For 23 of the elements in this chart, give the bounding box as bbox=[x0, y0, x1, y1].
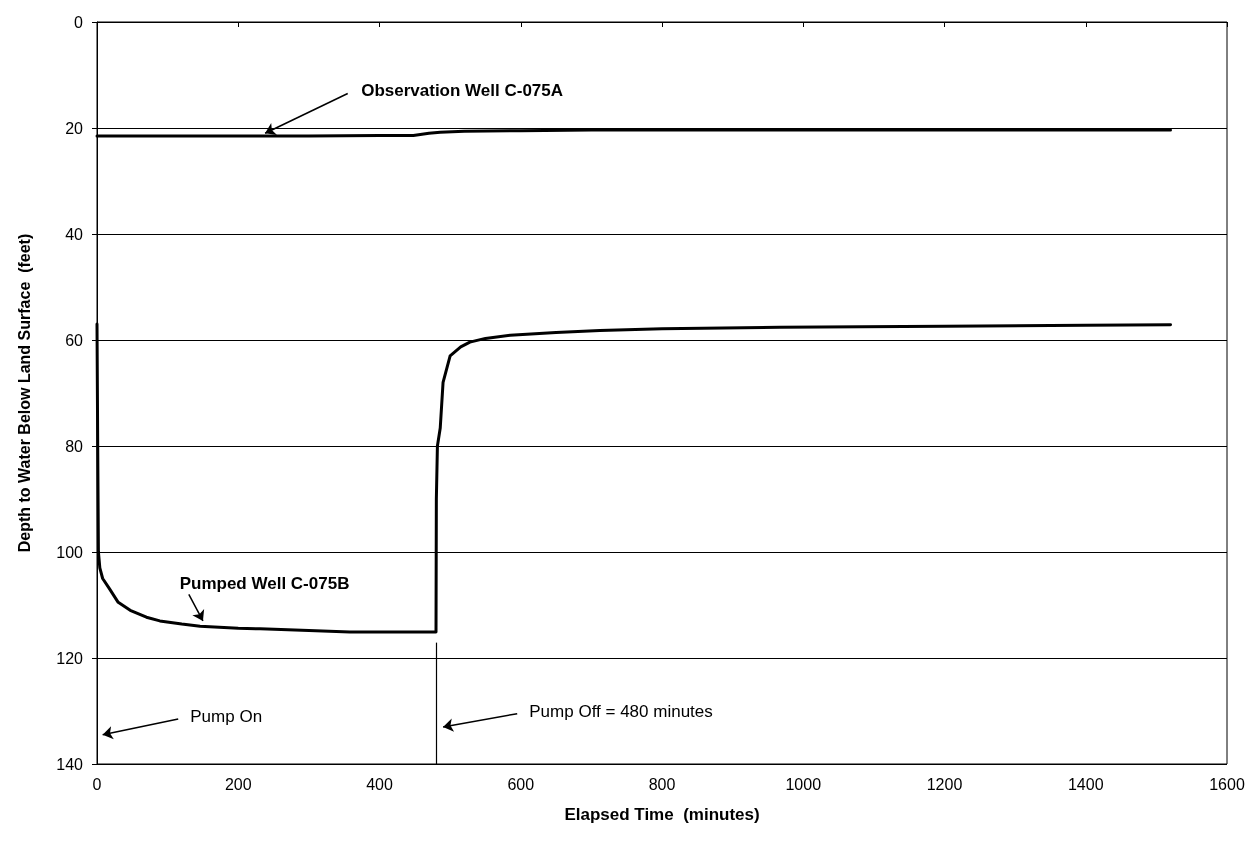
y-tick-label: 0 bbox=[74, 13, 84, 31]
x-tick-label: 0 bbox=[92, 775, 102, 793]
y-tick-label: 20 bbox=[65, 119, 84, 137]
x-tick-label: 1400 bbox=[1067, 775, 1104, 793]
x-axis-title: Elapsed Time (minutes) bbox=[564, 805, 760, 824]
x-tick-label: 1600 bbox=[1209, 775, 1245, 793]
annotation: Pump On bbox=[190, 706, 263, 726]
y-tick-label: 60 bbox=[65, 331, 84, 349]
y-tick-label: 40 bbox=[65, 225, 84, 243]
series-label: Pumped Well C-075B bbox=[179, 574, 350, 594]
x-tick-label: 1000 bbox=[785, 775, 822, 793]
y-tick-label: 120 bbox=[56, 649, 84, 667]
x-tick-label: 400 bbox=[366, 775, 393, 793]
y-axis-title: Depth to Water Below Land Surface (feet) bbox=[15, 233, 33, 553]
annotation: Pump Off = 480 minutes bbox=[529, 701, 713, 721]
y-tick-label: 140 bbox=[56, 755, 84, 773]
y-tick-label: 100 bbox=[56, 543, 84, 561]
x-tick-label: 1200 bbox=[926, 775, 963, 793]
x-tick-label: 800 bbox=[648, 775, 676, 793]
x-tick-label: 600 bbox=[507, 775, 535, 793]
series-label: Observation Well C-075A bbox=[361, 81, 564, 101]
y-tick-label: 80 bbox=[65, 437, 84, 455]
x-tick-label: 200 bbox=[224, 775, 252, 793]
